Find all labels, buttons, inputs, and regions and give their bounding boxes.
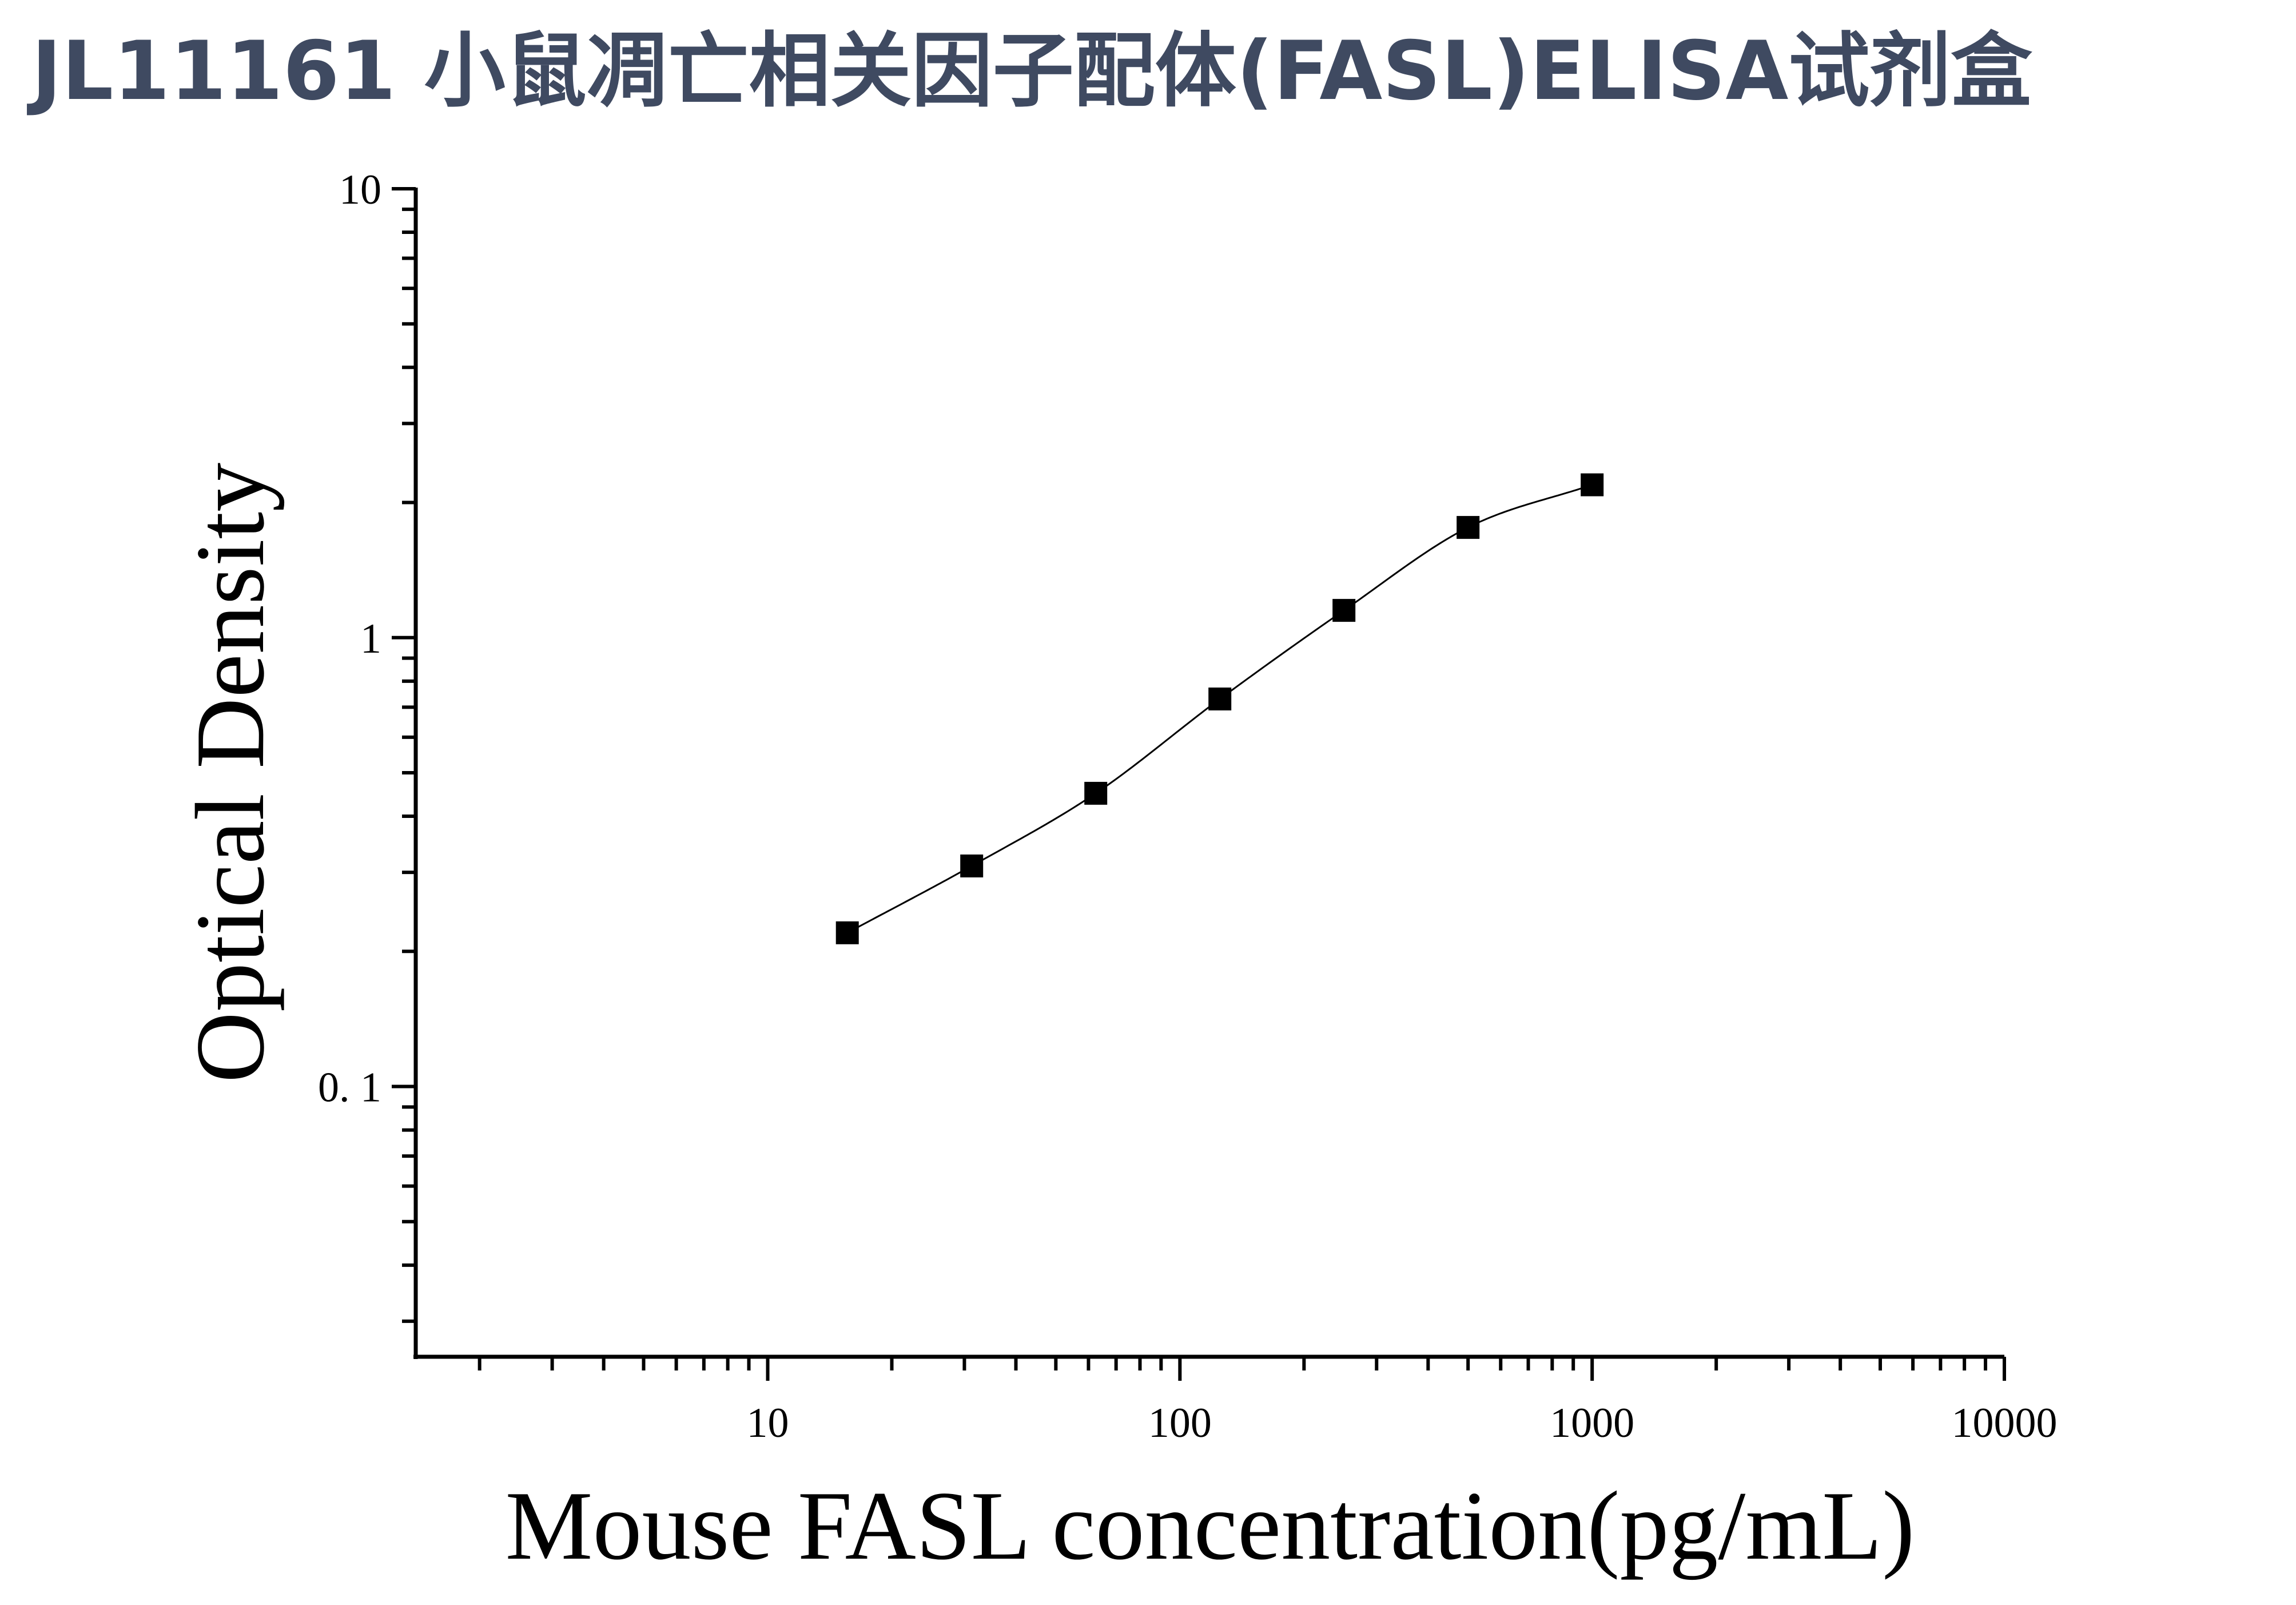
data-point [1208,688,1232,711]
data-point [1457,516,1480,539]
data-points [835,473,1604,944]
y-tick-label: 10 [339,166,381,213]
x-tick-label: 100 [1148,1400,1212,1447]
data-point [960,854,984,877]
y-tick-label: 0. 1 [318,1064,381,1111]
axes [413,188,2004,1359]
x-tick-label: 1000 [1550,1400,1634,1447]
data-point [1332,599,1356,622]
chart-title: JL11161 小鼠凋亡相关因子配体(FASL)ELISA试剂盒 [31,24,2032,118]
x-axis-title: Mouse FASL concentration(pg/mL) [506,1472,1915,1580]
data-point [1084,781,1108,805]
data-point [835,921,859,944]
x-tick-label: 10000 [1952,1400,2058,1447]
x-tick-label: 10 [746,1400,789,1447]
tick-labels: 10 100 1000 10000 10 1 0. 1 [318,166,2058,1447]
y-tick-label: 1 [360,615,381,662]
tick-marks [392,187,2006,1381]
y-axis-title: Optical Density [176,463,285,1083]
data-point [1581,473,1604,496]
axis-titles: Mouse FASL concentration(pg/mL) Optical … [176,463,1915,1580]
